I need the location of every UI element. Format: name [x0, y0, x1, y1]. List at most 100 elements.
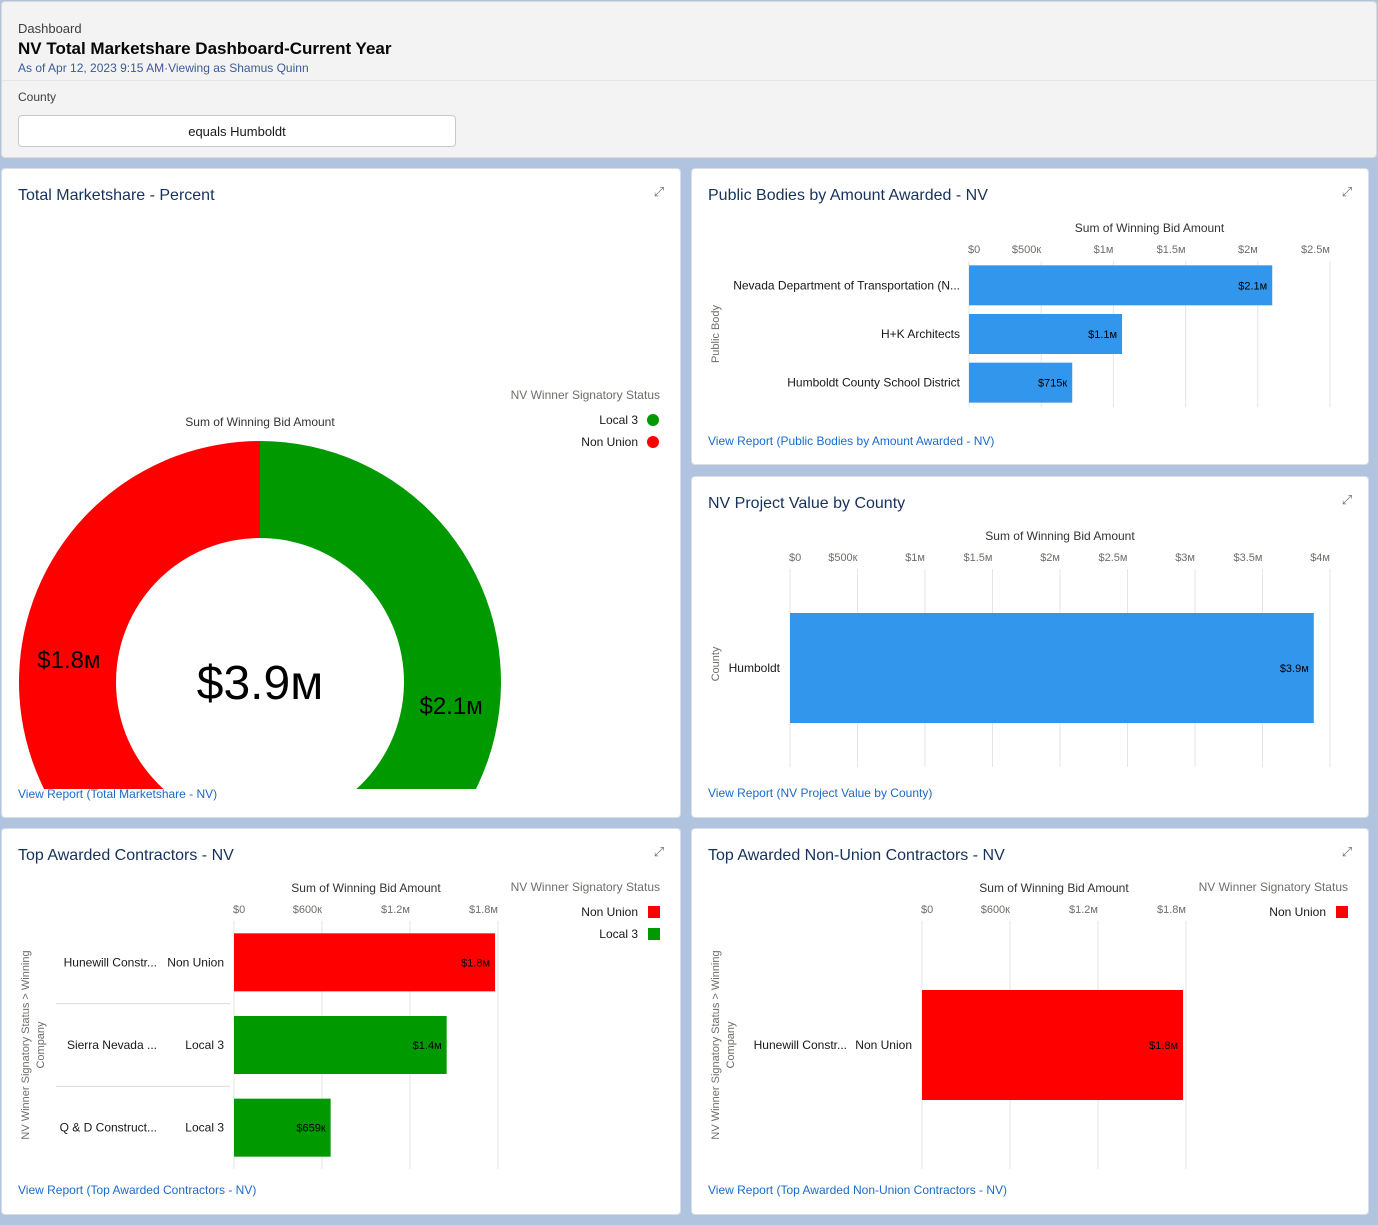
- group-label: Non Union: [855, 1038, 912, 1052]
- bar-value-label: $1.4м: [413, 1040, 442, 1052]
- legend-label: Non Union: [581, 435, 638, 449]
- card-title: NV Project Value by County: [708, 495, 906, 512]
- x-tick-label: $1.2м: [381, 904, 410, 916]
- group-label: Local 3: [185, 1121, 224, 1135]
- bar: [790, 613, 1314, 723]
- public-bodies-bar-chart: Sum of Winning Bid Amount $0 $500к $1м $1.5м…: [710, 221, 1331, 407]
- donut-slice: [260, 441, 501, 789]
- bar: [969, 362, 1073, 403]
- category-label: H+K Architects: [881, 327, 960, 341]
- legend-swatch: [648, 906, 660, 918]
- slice-value-label: $1.8м: [37, 647, 100, 674]
- card-nonunion-contractors: Top Awarded Non-Union Contractors - NV ⤢…: [691, 828, 1369, 1215]
- x-tick-label: $0: [968, 244, 980, 256]
- x-tick-label: $500к: [828, 552, 857, 564]
- card-county: NV Project Value by County ⤢ Sum of Winn…: [691, 476, 1369, 818]
- view-report-link[interactable]: View Report (Top Awarded Non-Union Contr…: [708, 1183, 1008, 1197]
- x-tick-label: $1.2м: [1069, 904, 1098, 916]
- x-tick-label: $1.5м: [1157, 244, 1186, 256]
- card-title: Top Awarded Non-Union Contractors - NV: [708, 847, 1005, 864]
- top-contractors-bar-chart: Sum of Winning Bid Amount $0 $600к $1.2м $1.…: [20, 880, 660, 1169]
- x-tick-label: $2.5м: [1099, 552, 1128, 564]
- nonunion-contractors-bar-chart: Sum of Winning Bid Amount $0 $600к $1.2м $1.…: [710, 880, 1348, 1169]
- expand-icon[interactable]: ⤢: [1341, 844, 1353, 859]
- slice-value-label: $2.1м: [419, 693, 482, 720]
- legend-swatch: [647, 436, 659, 448]
- y-axis-title: NV Winner Signatory Status > Winning Comp…: [710, 950, 737, 1139]
- bar: [969, 265, 1273, 306]
- x-axis-title: Sum of Winning Bid Amount: [1075, 221, 1225, 235]
- bar-value-label: $1.8м: [1149, 1040, 1178, 1052]
- category-label: Humboldt County School District: [787, 376, 960, 390]
- view-report-link[interactable]: View Report (NV Project Value by County): [708, 786, 933, 800]
- bar-value-label: $659к: [296, 1123, 325, 1135]
- x-axis-title: Sum of Winning Bid Amount: [291, 881, 441, 895]
- legend-label: Local 3: [599, 927, 638, 941]
- y-axis-title: NV Winner Signatory Status > Winning Comp…: [20, 950, 47, 1139]
- x-tick-label: $1м: [905, 552, 925, 564]
- x-tick-label: $0: [233, 904, 245, 916]
- filter-label: County: [18, 90, 57, 104]
- bar: [922, 990, 1184, 1100]
- legend-title: NV Winner Signatory Status: [1199, 880, 1348, 894]
- x-tick-label: $1.8м: [1157, 904, 1186, 916]
- legend-title: NV Winner Signatory Status: [511, 880, 660, 894]
- x-tick-label: $2м: [1238, 244, 1258, 256]
- bar: [234, 933, 496, 992]
- x-tick-label: $2.5м: [1301, 244, 1330, 256]
- x-tick-label: $0: [921, 904, 933, 916]
- bar-value-label: $715к: [1038, 378, 1067, 390]
- expand-icon[interactable]: ⤢: [653, 844, 665, 859]
- bar: [234, 1016, 447, 1074]
- view-report-link[interactable]: View Report (Top Awarded Contractors - N…: [18, 1183, 257, 1197]
- y-axis-title: Public Body: [710, 304, 722, 363]
- bar-value-label: $3.9м: [1280, 663, 1309, 675]
- x-tick-label: $1м: [1094, 244, 1114, 256]
- expand-icon[interactable]: ⤢: [1341, 184, 1353, 199]
- group-label: Local 3: [185, 1038, 224, 1052]
- view-report-link[interactable]: View Report (Total Marketshare - NV): [18, 787, 218, 801]
- legend-label: Non Union: [581, 905, 638, 919]
- x-tick-label: $3.5м: [1234, 552, 1263, 564]
- category-label: Hunewill Constr...: [754, 1038, 847, 1052]
- category-label: Hunewill Constr...: [64, 955, 157, 969]
- bar-value-label: $1.1м: [1088, 329, 1117, 341]
- card-title: Top Awarded Contractors - NV: [18, 847, 234, 864]
- donut-chart: Sum of Winning Bid Amount NV Winner Signa…: [19, 388, 660, 789]
- x-tick-label: $600к: [293, 904, 322, 916]
- bar: [234, 1098, 331, 1157]
- x-tick-label: $1.5м: [964, 552, 993, 564]
- y-axis-title: County: [710, 646, 722, 681]
- page-title: NV Total Marketshare Dashboard-Current Y…: [18, 39, 392, 58]
- card-total-marketshare: Total Marketshare - Percent ⤢ Sum of Win…: [1, 168, 681, 818]
- legend-label: Local 3: [599, 413, 638, 427]
- x-tick-label: $500к: [1012, 244, 1041, 256]
- x-axis-title: Sum of Winning Bid Amount: [979, 881, 1129, 895]
- x-tick-label: $0: [789, 552, 801, 564]
- county-filter-button[interactable]: equals Humboldt: [18, 115, 456, 147]
- card-title: Public Bodies by Amount Awarded - NV: [708, 187, 988, 204]
- legend-swatch: [1336, 906, 1348, 918]
- donut-total-label: $3.9м: [197, 657, 323, 710]
- county-bar-chart: Sum of Winning Bid Amount $0 $500к $1м $1.5м…: [710, 529, 1331, 767]
- category-label: Nevada Department of Transportation (N..…: [733, 278, 960, 292]
- category-label: Sierra Nevada ...: [67, 1038, 157, 1052]
- category-label: Q & D Construct...: [60, 1121, 157, 1135]
- bar: [969, 314, 1123, 354]
- measure-label: Sum of Winning Bid Amount: [185, 415, 335, 429]
- header-subtitle: As of Apr 12, 2023 9:15 AM·Viewing as Sh…: [18, 61, 309, 75]
- x-axis-title: Sum of Winning Bid Amount: [985, 529, 1135, 543]
- x-tick-label: $3м: [1175, 552, 1195, 564]
- x-tick-label: $2м: [1040, 552, 1060, 564]
- legend-title: NV Winner Signatory Status: [511, 388, 660, 402]
- view-report-link[interactable]: View Report (Public Bodies by Amount Awa…: [708, 434, 995, 448]
- bar-value-label: $1.8м: [461, 957, 490, 969]
- legend-label: Non Union: [1269, 905, 1326, 919]
- legend-swatch: [647, 414, 659, 426]
- donut-slice: [19, 441, 260, 789]
- x-tick-label: $1.8м: [469, 904, 498, 916]
- card-top-contractors: Top Awarded Contractors - NV ⤢ Sum of Wi…: [1, 828, 681, 1215]
- expand-icon[interactable]: ⤢: [653, 184, 665, 199]
- expand-icon[interactable]: ⤢: [1341, 492, 1353, 507]
- bar-value-label: $2.1м: [1238, 280, 1267, 292]
